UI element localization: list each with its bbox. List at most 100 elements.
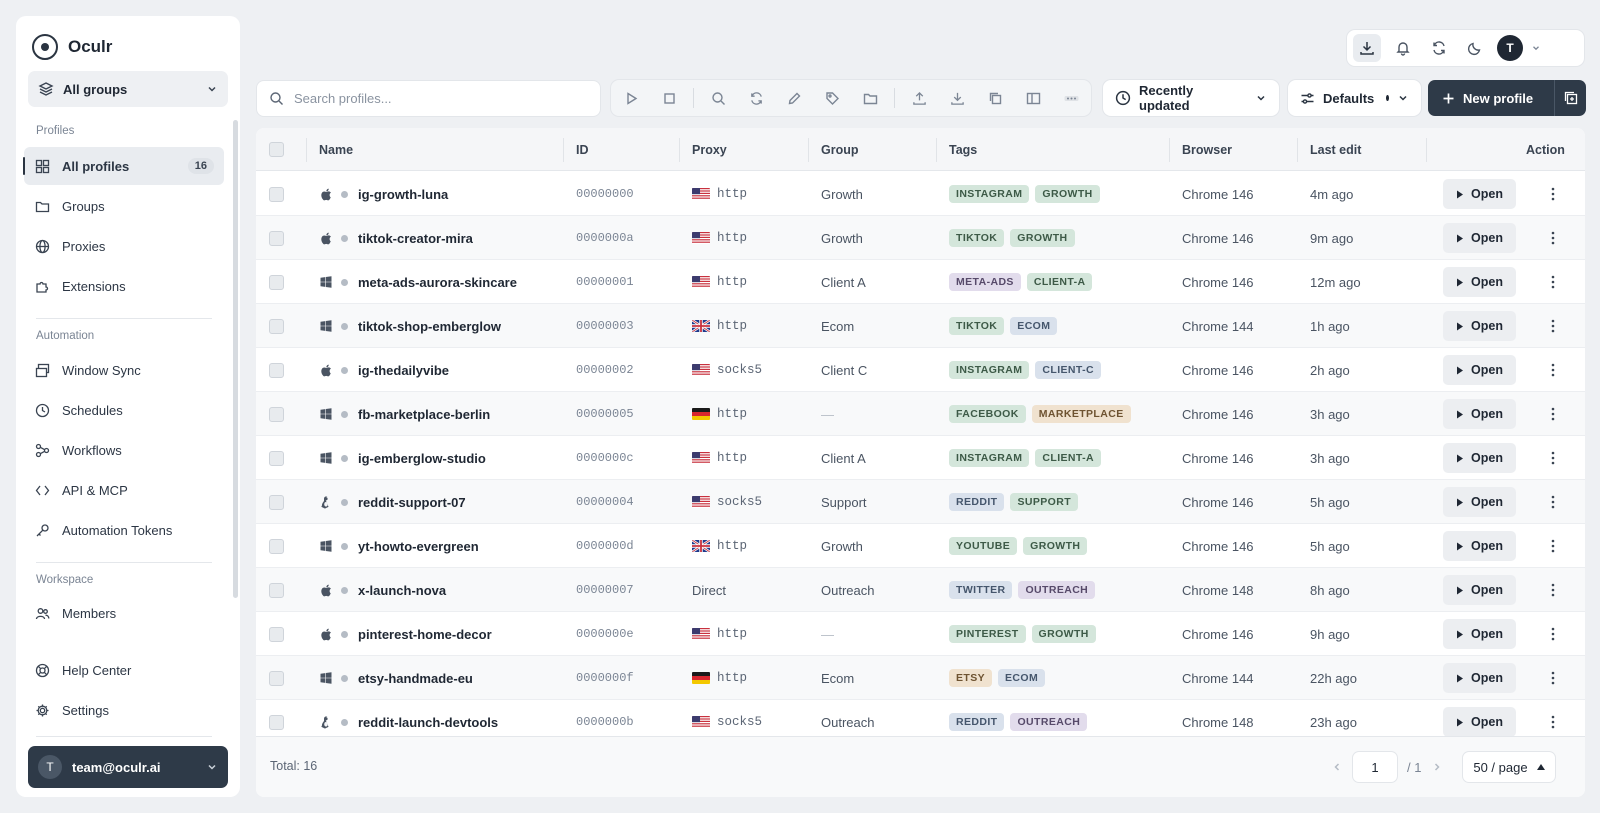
folder-icon[interactable] bbox=[856, 84, 884, 112]
more-vertical-icon[interactable] bbox=[1543, 184, 1563, 204]
row-checkbox[interactable] bbox=[269, 348, 284, 392]
more-vertical-icon[interactable] bbox=[1543, 580, 1563, 600]
profile-name[interactable]: fb-marketplace-berlin bbox=[358, 406, 491, 422]
more-vertical-icon[interactable] bbox=[1543, 404, 1563, 424]
sidebar-item-groups[interactable]: Groups bbox=[24, 187, 224, 225]
sidebar-item-proxies[interactable]: Proxies bbox=[24, 227, 224, 265]
moon-icon[interactable] bbox=[1461, 34, 1489, 62]
batch-create-button[interactable] bbox=[1554, 80, 1586, 116]
chevron-left-icon[interactable] bbox=[1331, 761, 1343, 773]
sidebar-item-help-center[interactable]: Help Center bbox=[24, 651, 224, 689]
row-checkbox[interactable] bbox=[269, 304, 284, 348]
more-vertical-icon[interactable] bbox=[1543, 624, 1563, 644]
profile-name[interactable]: ig-thedailyvibe bbox=[358, 362, 450, 378]
more-vertical-icon[interactable] bbox=[1543, 228, 1563, 248]
column-header-browser[interactable]: Browser bbox=[1182, 142, 1233, 157]
more-vertical-icon[interactable] bbox=[1543, 272, 1563, 292]
profile-name[interactable]: etsy-handmade-eu bbox=[358, 670, 473, 686]
table-row[interactable]: ig-growth-luna 00000000 http Growth INSTAGRA… bbox=[256, 172, 1585, 216]
sidebar-item-window-sync[interactable]: Window Sync bbox=[24, 351, 224, 389]
refresh-icon[interactable] bbox=[742, 84, 770, 112]
avatar[interactable]: T bbox=[1497, 35, 1523, 61]
profile-name[interactable]: tiktok-shop-emberglow bbox=[358, 318, 502, 334]
row-checkbox[interactable] bbox=[269, 480, 284, 524]
table-row[interactable]: tiktok-shop-emberglow 00000003 http Ecom TIK… bbox=[256, 304, 1585, 348]
search-input[interactable] bbox=[294, 91, 584, 106]
table-row[interactable]: fb-marketplace-berlin 00000005 http — FACEBO… bbox=[256, 392, 1585, 436]
stop-icon[interactable] bbox=[655, 84, 683, 112]
row-checkbox[interactable] bbox=[269, 436, 284, 480]
profile-name[interactable]: ig-emberglow-studio bbox=[358, 450, 486, 466]
bell-icon[interactable] bbox=[1389, 34, 1417, 62]
column-header-last-edit[interactable]: Last edit bbox=[1310, 142, 1362, 157]
download-icon[interactable] bbox=[1353, 34, 1381, 62]
row-checkbox[interactable] bbox=[269, 524, 284, 568]
profile-name[interactable]: ig-growth-luna bbox=[358, 186, 449, 202]
table-row[interactable]: ig-emberglow-studio 0000000c http Client A I… bbox=[256, 436, 1585, 480]
open-profile-button[interactable]: Open bbox=[1443, 267, 1516, 297]
ellipsis-icon[interactable] bbox=[1057, 84, 1085, 112]
refresh-icon[interactable] bbox=[1425, 34, 1453, 62]
row-checkbox[interactable] bbox=[269, 568, 284, 612]
more-vertical-icon[interactable] bbox=[1543, 536, 1563, 556]
sidebar-item-settings[interactable]: Settings bbox=[24, 691, 224, 729]
group-selector[interactable]: All groups bbox=[28, 71, 228, 107]
page-size-select[interactable]: 50 / page bbox=[1463, 752, 1556, 782]
new-profile-main-button[interactable]: New profile bbox=[1428, 80, 1554, 116]
table-row[interactable]: etsy-handmade-eu 0000000f http Ecom ETSY ECOM… bbox=[256, 656, 1585, 700]
more-vertical-icon[interactable] bbox=[1543, 448, 1563, 468]
table-row[interactable]: pinterest-home-decor 0000000e http — PINTERE… bbox=[256, 612, 1585, 656]
pencil-icon[interactable] bbox=[780, 84, 808, 112]
sort-dropdown[interactable]: Recently updated bbox=[1103, 80, 1279, 116]
column-header-id[interactable]: ID bbox=[576, 142, 589, 157]
sidebar-item-extensions[interactable]: Extensions bbox=[24, 267, 224, 305]
copy-icon[interactable] bbox=[981, 84, 1009, 112]
table-row[interactable]: meta-ads-aurora-skincare 00000001 http Clie… bbox=[256, 260, 1585, 304]
more-vertical-icon[interactable] bbox=[1543, 360, 1563, 380]
brand[interactable]: Oculr bbox=[32, 32, 112, 62]
more-vertical-icon[interactable] bbox=[1543, 712, 1563, 732]
sidebar-item-automation-tokens[interactable]: Automation Tokens bbox=[24, 511, 224, 549]
open-profile-button[interactable]: Open bbox=[1443, 443, 1516, 473]
sidebar-item-workflows[interactable]: Workflows bbox=[24, 431, 224, 469]
defaults-dropdown[interactable]: Defaults bbox=[1288, 80, 1421, 116]
play-icon[interactable] bbox=[617, 84, 645, 112]
open-profile-button[interactable]: Open bbox=[1443, 399, 1516, 429]
profile-name[interactable]: x-launch-nova bbox=[358, 582, 447, 598]
profile-name[interactable]: pinterest-home-decor bbox=[358, 626, 492, 642]
sidebar-item-api-mcp[interactable]: API & MCP bbox=[24, 471, 224, 509]
page-input[interactable]: 1 bbox=[1353, 752, 1397, 782]
sidebar-scrollbar[interactable] bbox=[233, 120, 238, 598]
sidebar-item-all-profiles[interactable]: All profiles 16 bbox=[23, 147, 224, 185]
more-vertical-icon[interactable] bbox=[1543, 492, 1563, 512]
open-profile-button[interactable]: Open bbox=[1443, 355, 1516, 385]
open-profile-button[interactable]: Open bbox=[1443, 707, 1516, 737]
tag-icon[interactable] bbox=[818, 84, 846, 112]
row-checkbox[interactable] bbox=[269, 392, 284, 436]
profile-name[interactable]: reddit-support-07 bbox=[358, 494, 466, 510]
row-checkbox[interactable] bbox=[269, 700, 284, 744]
open-profile-button[interactable]: Open bbox=[1443, 575, 1516, 605]
open-profile-button[interactable]: Open bbox=[1443, 487, 1516, 517]
table-row[interactable]: tiktok-creator-mira 0000000a http Growth TIK… bbox=[256, 216, 1585, 260]
more-vertical-icon[interactable] bbox=[1543, 668, 1563, 688]
row-checkbox[interactable] bbox=[269, 612, 284, 656]
column-header-group[interactable]: Group bbox=[821, 142, 859, 157]
profile-name[interactable]: meta-ads-aurora-skincare bbox=[358, 274, 517, 290]
table-row[interactable]: ig-thedailyvibe 00000002 socks5 Client C INS… bbox=[256, 348, 1585, 392]
profile-name[interactable]: tiktok-creator-mira bbox=[358, 230, 473, 246]
column-header-name[interactable]: Name bbox=[319, 142, 354, 157]
search-icon[interactable] bbox=[704, 84, 732, 112]
row-checkbox[interactable] bbox=[269, 260, 284, 304]
account-menu[interactable]: T team@oculr.ai bbox=[28, 746, 228, 788]
open-profile-button[interactable]: Open bbox=[1443, 179, 1516, 209]
sidebar-item-schedules[interactable]: Schedules bbox=[24, 391, 224, 429]
open-profile-button[interactable]: Open bbox=[1443, 619, 1516, 649]
chevron-down-icon[interactable] bbox=[1531, 43, 1541, 53]
open-profile-button[interactable]: Open bbox=[1443, 223, 1516, 253]
more-vertical-icon[interactable] bbox=[1543, 316, 1563, 336]
table-row[interactable]: yt-howto-evergreen 0000000d http Growth YOUT… bbox=[256, 524, 1585, 568]
column-header-proxy[interactable]: Proxy bbox=[692, 142, 727, 157]
row-checkbox[interactable] bbox=[269, 656, 284, 700]
table-row[interactable]: x-launch-nova 00000007 Direct Outreach TWITT… bbox=[256, 568, 1585, 612]
